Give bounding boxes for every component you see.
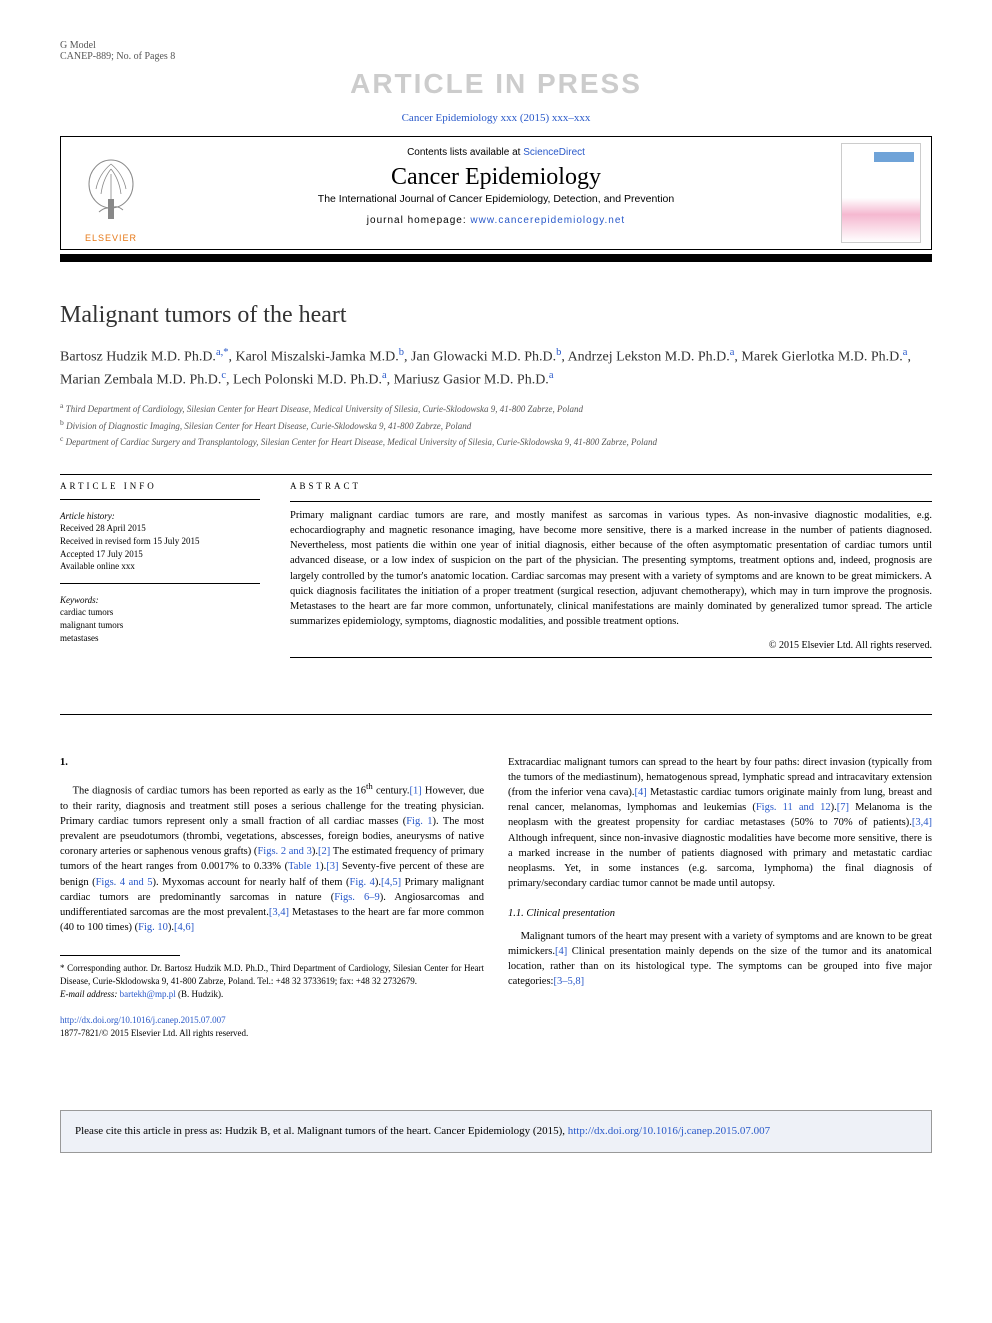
email-line: E-mail address: bartekh@mp.pl (B. Hudzik…	[60, 988, 484, 1001]
online: Available online xxx	[60, 560, 260, 573]
ref-link[interactable]: [3,4]	[912, 817, 932, 828]
email-link[interactable]: bartekh@mp.pl	[120, 989, 176, 999]
elsevier-tree-icon	[81, 154, 141, 224]
citation-doi-link[interactable]: http://dx.doi.org/10.1016/j.canep.2015.0…	[568, 1125, 770, 1137]
affiliations: a Third Department of Cardiology, Silesi…	[60, 400, 932, 450]
section-number: 1.	[60, 755, 484, 770]
divider	[60, 714, 932, 715]
revised: Received in revised form 15 July 2015	[60, 535, 260, 548]
ref-link[interactable]: [2]	[318, 846, 330, 857]
issn-copyright: 1877-7821/© 2015 Elsevier Ltd. All right…	[60, 1027, 484, 1040]
fig-link[interactable]: Figs. 4 and 5	[96, 877, 153, 888]
ref-link[interactable]: [3]	[326, 861, 338, 872]
info-header: ARTICLE INFO	[60, 481, 260, 491]
author-list: Bartosz Hudzik M.D. Ph.D.a,*, Karol Misz…	[60, 345, 932, 390]
received: Received 28 April 2015	[60, 522, 260, 535]
article-info: ARTICLE INFO Article history: Received 2…	[60, 481, 260, 664]
ref-link[interactable]: [3,4]	[269, 907, 289, 918]
footnotes: * Corresponding author. Dr. Bartosz Hudz…	[60, 962, 484, 1000]
doi-block: http://dx.doi.org/10.1016/j.canep.2015.0…	[60, 1014, 484, 1040]
abstract: ABSTRACT Primary malignant cardiac tumor…	[290, 481, 932, 664]
masthead: ELSEVIER Contents lists available at Sci…	[60, 136, 932, 250]
doc-ref: CANEP-889; No. of Pages 8	[60, 51, 175, 62]
history-label: Article history:	[60, 510, 260, 523]
keyword: malignant tumors	[60, 619, 260, 632]
fig-link[interactable]: Fig. 4	[349, 877, 374, 888]
black-divider	[60, 254, 932, 262]
ref-link[interactable]: [4]	[555, 946, 567, 957]
ref-link[interactable]: [3–5,8]	[553, 976, 584, 987]
corresponding-author: * Corresponding author. Dr. Bartosz Hudz…	[60, 962, 484, 987]
sciencedirect-link[interactable]: ScienceDirect	[523, 147, 585, 158]
fig-link[interactable]: Figs. 2 and 3	[257, 846, 311, 857]
paragraph: The diagnosis of cardiac tumors has been…	[60, 780, 484, 936]
journal-name: Cancer Epidemiology	[167, 164, 825, 191]
article-title: Malignant tumors of the heart	[60, 302, 932, 329]
abstract-text: Primary malignant cardiac tumors are rar…	[290, 508, 932, 630]
cover-cell	[831, 137, 931, 249]
journal-subtitle: The International Journal of Cancer Epid…	[167, 193, 825, 205]
press-watermark: ARTICLE IN PRESS	[60, 68, 932, 100]
top-bar: G Model CANEP-889; No. of Pages 8	[60, 40, 932, 62]
keyword: cardiac tumors	[60, 606, 260, 619]
left-column: 1. The diagnosis of cardiac tumors has b…	[60, 755, 484, 1041]
body-text: 1. The diagnosis of cardiac tumors has b…	[60, 755, 932, 1041]
abstract-header: ABSTRACT	[290, 481, 932, 491]
keywords-label: Keywords:	[60, 594, 260, 607]
fig-link[interactable]: Figs. 11 and 12	[756, 802, 831, 813]
paragraph: Extracardiac malignant tumors can spread…	[508, 755, 932, 892]
ref-link[interactable]: [1]	[409, 785, 421, 796]
elsevier-label: ELSEVIER	[81, 233, 141, 243]
ref-link[interactable]: [4,6]	[174, 922, 194, 933]
footnote-divider	[60, 955, 180, 956]
ref-link[interactable]: [4]	[635, 787, 647, 798]
fig-link[interactable]: Fig. 1	[406, 816, 432, 827]
paragraph: Malignant tumors of the heart may presen…	[508, 929, 932, 990]
right-column: Extracardiac malignant tumors can spread…	[508, 755, 932, 1041]
cover-thumbnail-icon	[841, 143, 921, 243]
accepted: Accepted 17 July 2015	[60, 548, 260, 561]
publisher-logo-cell: ELSEVIER	[61, 137, 161, 249]
ref-link[interactable]: [4,5]	[381, 877, 401, 888]
journal-ref: Cancer Epidemiology xxx (2015) xxx–xxx	[60, 112, 932, 124]
keyword: metastases	[60, 632, 260, 645]
subsection-heading: 1.1. Clinical presentation	[508, 906, 932, 921]
fig-link[interactable]: Fig. 10	[138, 922, 168, 933]
fig-link[interactable]: Figs. 6–9	[334, 892, 380, 903]
citation-box: Please cite this article in press as: Hu…	[60, 1110, 932, 1153]
homepage-link[interactable]: www.cancerepidemiology.net	[470, 215, 625, 226]
ref-link[interactable]: [7]	[837, 802, 849, 813]
homepage-line: journal homepage: www.cancerepidemiology…	[167, 215, 825, 226]
abstract-copyright: © 2015 Elsevier Ltd. All rights reserved…	[290, 640, 932, 651]
divider	[60, 474, 932, 475]
doi-link[interactable]: http://dx.doi.org/10.1016/j.canep.2015.0…	[60, 1014, 484, 1027]
contents-line: Contents lists available at ScienceDirec…	[167, 147, 825, 158]
g-model: G Model	[60, 40, 175, 51]
table-link[interactable]: Table 1	[288, 861, 320, 872]
